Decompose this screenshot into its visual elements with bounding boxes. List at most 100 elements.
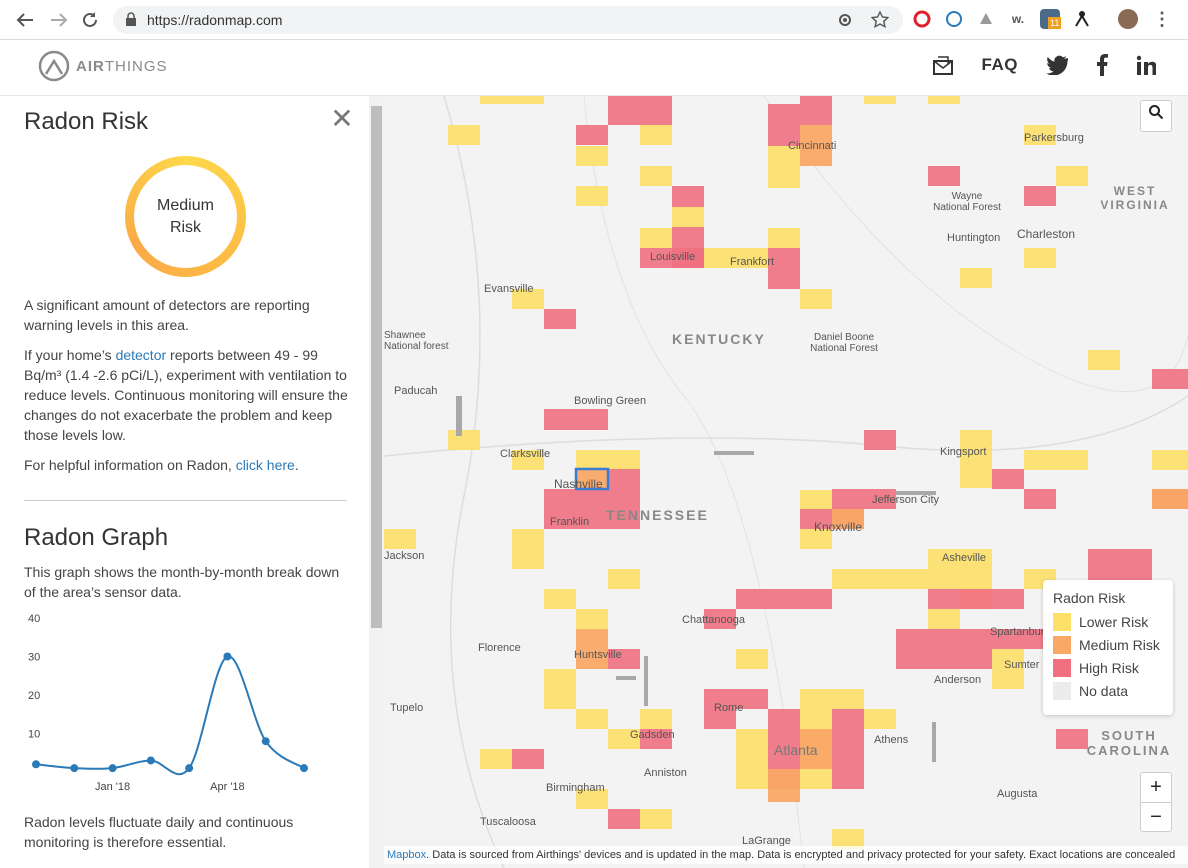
label-parkersburg: Parkersburg <box>1024 132 1084 144</box>
forward-arrow-icon[interactable] <box>50 12 68 28</box>
label-augusta: Augusta <box>997 788 1038 800</box>
data-point[interactable] <box>223 652 232 661</box>
data-point[interactable] <box>146 756 155 765</box>
label-franklin: Franklin <box>550 516 590 528</box>
y-tick-label: 30 <box>28 652 40 664</box>
label-kentucky: KENTUCKY <box>672 331 766 347</box>
facebook-icon[interactable] <box>1096 54 1108 76</box>
label-huntsville: Huntsville <box>574 649 622 661</box>
location-target-icon[interactable] <box>837 12 853 28</box>
label-jackson: Jackson <box>384 550 425 562</box>
radon-info-panel: Radon Risk ✕ Medium Risk A significant am… <box>0 96 369 868</box>
graph-description: This graph shows the month-by-month brea… <box>24 564 340 600</box>
opera-icon[interactable] <box>912 9 932 29</box>
zoom-in-button[interactable]: + <box>1150 776 1162 798</box>
risk-description: A significant amount of detectors are re… <box>24 297 310 333</box>
profile-avatar[interactable] <box>1118 9 1138 29</box>
label-wayne-forest: Wayne National Forest <box>933 191 1001 213</box>
data-point[interactable] <box>185 764 194 773</box>
label-nashville: Nashville <box>554 477 603 491</box>
label-daniel-boone: Daniel Boone National Forest <box>810 332 878 354</box>
x-tick-label: Jan '18 <box>95 781 130 793</box>
click-here-link[interactable]: click here <box>235 457 295 473</box>
star-icon[interactable] <box>871 11 889 29</box>
legend-title: Radon Risk <box>1053 590 1126 606</box>
label-jefferson-city: Jefferson City <box>872 494 940 506</box>
panel-title: Radon Risk <box>24 108 149 135</box>
map-attribution: Mapbox. Data is sourced from Airthings' … <box>384 846 1188 864</box>
label-knoxville: Knoxville <box>814 520 863 534</box>
label-sumter: Sumter <box>1004 659 1040 671</box>
label-florence: Florence <box>478 642 521 654</box>
radon-series-line <box>35 655 305 776</box>
word-extension-icon[interactable]: w. <box>1011 12 1025 26</box>
scrollbar-thumb[interactable] <box>371 106 382 628</box>
airthings-logo-icon <box>38 50 70 82</box>
legend-item-nodata: No data <box>1053 682 1128 700</box>
legend-item-medium: Medium Risk <box>1053 636 1160 654</box>
y-tick-label: 20 <box>28 690 40 702</box>
linkedin-icon[interactable] <box>1136 55 1156 75</box>
label-anderson: Anderson <box>934 674 982 686</box>
info-text: For helpful information on Radon, click … <box>24 457 299 473</box>
data-point[interactable] <box>300 764 308 773</box>
label-bowling-green: Bowling Green <box>574 395 647 407</box>
label-frankfort: Frankfort <box>730 256 775 268</box>
radon-map[interactable]: Cincinnati Parkersburg Wayne National Fo… <box>384 96 1188 868</box>
label-paducah: Paducah <box>394 385 438 397</box>
map-search-button[interactable] <box>1140 100 1172 132</box>
calendar-extension-icon[interactable]: 11 <box>1040 9 1062 29</box>
twitter-icon[interactable] <box>1046 55 1068 75</box>
faq-link[interactable]: FAQ <box>981 55 1018 74</box>
zoom-control: + − <box>1140 772 1172 832</box>
logo-text: AIRTHINGS <box>76 57 168 75</box>
label-evansville: Evansville <box>484 283 534 295</box>
data-point[interactable] <box>108 764 117 773</box>
sidebar-scrollbar[interactable] <box>369 96 384 868</box>
site-header: AIRTHINGS FAQ <box>0 40 1188 96</box>
reload-icon[interactable] <box>81 11 99 29</box>
graph-title: Radon Graph <box>24 524 169 551</box>
label-asheville: Asheville <box>942 552 987 564</box>
label-gadsden: Gadsden <box>630 729 675 741</box>
x-tick-label: Apr '18 <box>210 781 245 793</box>
data-point[interactable] <box>32 760 40 769</box>
label-clarksville: Clarksville <box>500 448 551 460</box>
zoom-out-button[interactable]: − <box>1150 806 1162 828</box>
browser-toolbar: https://radonmap.com w. 11 ⋮ <box>0 0 1188 40</box>
legend-item-high: High Risk <box>1053 659 1139 677</box>
risk-level-badge: Medium Risk <box>125 156 246 277</box>
detector-link[interactable]: detector <box>115 347 167 363</box>
label-lagrange: LaGrange <box>742 835 791 847</box>
label-kingsport: Kingsport <box>940 446 987 458</box>
y-tick-label: 10 <box>28 729 40 741</box>
airthings-logo[interactable]: AIRTHINGS <box>38 50 168 82</box>
data-point[interactable] <box>70 764 79 773</box>
url-text[interactable]: https://radonmap.com <box>147 12 283 28</box>
label-south-carolina: SOUTH CAROLINA <box>1086 728 1172 758</box>
drive-icon[interactable] <box>976 9 996 29</box>
label-spartanburg: Spartanburg <box>990 626 1051 638</box>
mapbox-link[interactable]: Mapbox <box>387 849 427 861</box>
map-legend: Radon Risk Lower Risk Medium Risk High R… <box>1043 580 1173 715</box>
label-charleston: Charleston <box>1017 227 1076 241</box>
data-point[interactable] <box>261 737 270 746</box>
label-rome: Rome <box>714 702 744 714</box>
label-atlanta: Atlanta <box>774 742 818 758</box>
back-arrow-icon[interactable] <box>16 12 34 28</box>
label-tennessee: TENNESSEE <box>606 507 709 523</box>
advice-text: If your home’s detector reports between … <box>24 347 348 443</box>
y-tick-label: 40 <box>28 613 40 625</box>
address-bar[interactable]: https://radonmap.com <box>113 6 903 34</box>
label-huntington: Huntington <box>947 232 1001 244</box>
whatsapp-icon[interactable] <box>944 9 964 29</box>
divider <box>24 500 347 501</box>
network-extension-icon[interactable] <box>1072 9 1092 29</box>
newsletter-envelope-icon[interactable] <box>932 54 954 76</box>
label-chattanooga: Chattanooga <box>682 614 745 626</box>
close-icon[interactable]: ✕ <box>330 103 354 134</box>
label-anniston: Anniston <box>644 767 687 779</box>
kebab-menu-icon[interactable]: ⋮ <box>1153 9 1171 29</box>
header-icons: FAQ <box>904 54 1156 76</box>
label-athens: Athens <box>874 734 909 746</box>
